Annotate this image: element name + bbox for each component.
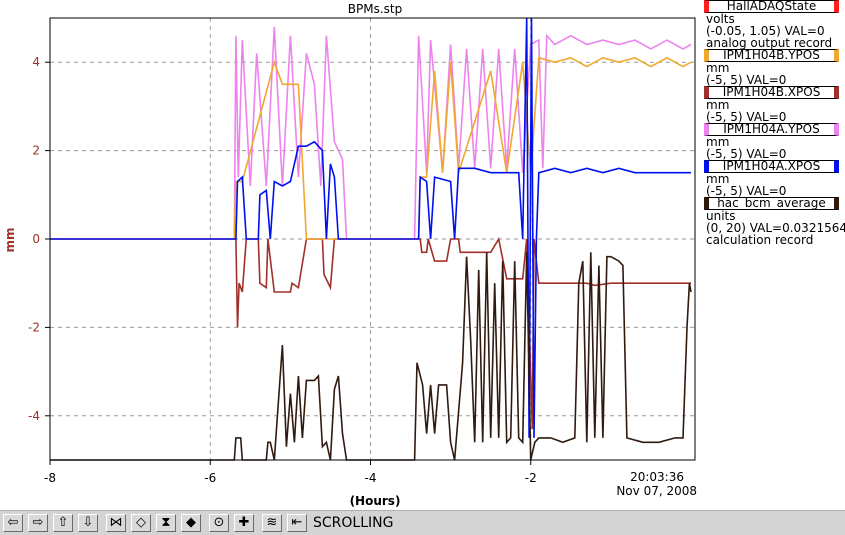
legend-signal-name[interactable]: HallADAQState [704,0,839,13]
scroll-status: SCROLLING [313,515,394,531]
timestamp-date: Nov 07, 2008 [616,484,697,498]
pan-left-icon[interactable]: ⇦ [3,514,23,532]
legend-entry[interactable]: hac_bcm_average units (0, 20) VAL=0.032156… [700,197,845,246]
series-hac-bcm-average [50,252,692,461]
y-tick-label: -2 [28,320,40,334]
y-tick-label: 4 [32,55,40,69]
zoom-out-x-icon[interactable]: ◇ [131,514,151,532]
legend-info-line: calculation record [706,233,814,247]
pan-right-icon[interactable]: ⇨ [28,514,48,532]
legend-info-line: (-5, 5) VAL=0 [706,184,787,198]
legend-entry[interactable]: IPM1H04A.XPOS mm (-5, 5) VAL=0 [700,160,845,197]
strip-chart[interactable]: BPMs.stp -8 -6 -4 -2 -4 -2 0 2 4 mm (Hours) 20:0… [0,0,700,510]
legend-info-line: mm [706,61,730,75]
legend-entry[interactable]: HallADAQState volts (-0.05, 1.05) VAL=0 ana… [700,0,845,49]
pan-down-icon[interactable]: ⇩ [78,514,98,532]
legend-info-line: (-5, 5) VAL=0 [706,147,787,161]
legend-signal-name[interactable]: IPM1H04B.YPOS [704,49,839,62]
legend-signal-name[interactable]: IPM1H04A.XPOS [704,160,839,173]
legend-signal-name[interactable]: IPM1H04B.XPOS [704,86,839,99]
legend-info-line: mm [706,135,730,149]
series-ipm1h04a-xpos [50,17,691,438]
legend-info-line: (0, 20) VAL=0.0321564 [706,221,845,235]
legend-info-line: analog output record [706,36,833,50]
series-ipm1h04a-ypos [50,26,692,240]
legend-entry[interactable]: IPM1H04A.YPOS mm (-5, 5) VAL=0 [700,123,845,160]
legend-info-line: (-5, 5) VAL=0 [706,73,787,87]
series-layer [50,17,692,461]
legend-info-line: (-0.05, 1.05) VAL=0 [706,24,825,38]
x-tick-label: -6 [204,471,216,485]
axis-ticks: -8 -6 -4 -2 -4 -2 0 2 4 [28,55,537,485]
y-tick-label: 0 [32,232,40,246]
chart-title: BPMs.stp [348,2,402,16]
timestamp-time: 20:03:36 [630,470,684,484]
legend: HallADAQState volts (-0.05, 1.05) VAL=0 ana… [700,0,845,246]
legend-info-line: mm [706,172,730,186]
legend-info-line: units [706,209,736,223]
y-tick-label: -4 [28,409,40,423]
pan-up-icon[interactable]: ⇧ [53,514,73,532]
x-tick-label: -4 [365,471,377,485]
y-axis-label: mm [3,227,17,252]
legend-entry[interactable]: IPM1H04B.XPOS mm (-5, 5) VAL=0 [700,86,845,123]
y-tick-label: 2 [32,144,40,158]
scroll-toggle-icon[interactable]: ⇤ [287,514,307,532]
zoom-in-x-icon[interactable]: ⋈ [106,514,126,532]
autoscale-icon[interactable]: ⊙ [209,514,229,532]
zoom-out-y-icon[interactable]: ◆ [181,514,201,532]
legend-info-line: volts [706,12,735,26]
legend-signal-name[interactable]: hac_bcm_average [704,197,839,210]
add-icon[interactable]: ✚ [234,514,254,532]
legend-entry[interactable]: IPM1H04B.YPOS mm (-5, 5) VAL=0 [700,49,845,86]
x-axis-label: (Hours) [350,494,401,508]
zoom-in-y-icon[interactable]: ⧗ [156,514,176,532]
toolbar: SCROLLING ⇦ ⇨ ⇧ ⇩ ⋈ ◇ ⧗ ◆ ⊙ ✚ ≋ ⇤ [0,510,845,535]
x-tick-label: -8 [44,471,56,485]
legend-info-line: (-5, 5) VAL=0 [706,110,787,124]
legend-info-line: mm [706,98,730,112]
style-icon[interactable]: ≋ [262,514,282,532]
x-tick-label: -2 [525,471,537,485]
legend-signal-name[interactable]: IPM1H04A.YPOS [704,123,839,136]
